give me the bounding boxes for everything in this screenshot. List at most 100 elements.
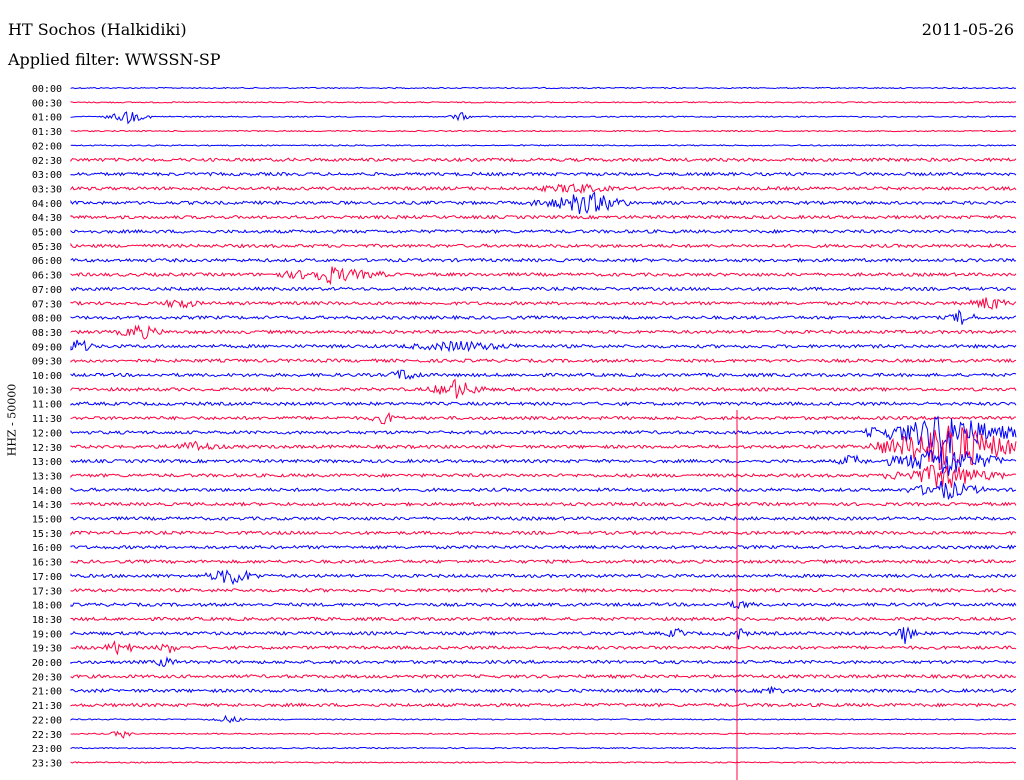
row-label-0000: 00:00: [32, 84, 62, 95]
trace-2130: [70, 702, 1017, 708]
trace-1400: [70, 480, 1017, 500]
row-label-1930: 19:30: [32, 644, 62, 655]
trace-1100: [70, 401, 1017, 407]
trace-1500: [70, 515, 1017, 521]
page-title: HT Sochos (Halkidiki): [8, 20, 187, 39]
row-label-0030: 00:30: [32, 98, 62, 109]
trace-1700: [70, 569, 1017, 586]
trace-1200: [70, 415, 1017, 454]
row-label-0300: 03:00: [32, 170, 62, 181]
row-label-1400: 14:00: [32, 486, 62, 497]
trace-0800: [70, 309, 1017, 325]
row-label-1300: 13:00: [32, 457, 62, 468]
row-label-0500: 05:00: [32, 228, 62, 239]
trace-0600: [70, 257, 1017, 263]
row-label-2100: 21:00: [32, 687, 62, 698]
row-label-1200: 12:00: [32, 428, 62, 439]
trace-1800: [70, 599, 1017, 610]
trace-0630: [70, 266, 1017, 286]
trace-2230: [70, 730, 1017, 739]
trace-1830: [70, 616, 1017, 622]
row-label-1830: 18:30: [32, 615, 62, 626]
row-label-1430: 14:30: [32, 500, 62, 511]
row-label-2230: 22:30: [32, 730, 62, 741]
row-label-0730: 07:30: [32, 299, 62, 310]
row-label-0400: 04:00: [32, 199, 62, 210]
row-label-1800: 18:00: [32, 601, 62, 612]
row-label-1330: 13:30: [32, 471, 62, 482]
trace-1600: [70, 544, 1017, 550]
row-label-1230: 12:30: [32, 443, 62, 454]
row-label-2130: 21:30: [32, 701, 62, 712]
row-label-0900: 09:00: [32, 342, 62, 353]
trace-0300: [70, 171, 1017, 177]
trace-0100: [70, 111, 1017, 125]
row-label-0930: 09:30: [32, 357, 62, 368]
row-label-0830: 08:30: [32, 328, 62, 339]
filter-label: Applied filter: WWSSN-SP: [8, 50, 221, 69]
trace-0200: [70, 144, 1017, 147]
row-label-2300: 23:00: [32, 744, 62, 755]
row-label-0700: 07:00: [32, 285, 62, 296]
trace-1030: [70, 378, 1017, 399]
row-label-0600: 06:00: [32, 256, 62, 267]
row-label-0230: 02:30: [32, 156, 62, 167]
row-label-0200: 02:00: [32, 141, 62, 152]
trace-0530: [70, 242, 1017, 249]
trace-1230: [70, 425, 1017, 471]
trace-1300: [70, 449, 1017, 476]
trace-1900: [70, 626, 1017, 644]
trace-0330: [70, 183, 1017, 195]
row-label-0800: 08:00: [32, 314, 62, 325]
trace-2000: [70, 656, 1017, 668]
row-label-0130: 01:30: [32, 127, 62, 138]
row-label-2200: 22:00: [32, 715, 62, 726]
row-label-0100: 01:00: [32, 113, 62, 124]
trace-1930: [70, 640, 1017, 656]
trace-1630: [70, 558, 1017, 565]
date-label: 2011-05-26: [921, 20, 1014, 39]
row-label-0630: 06:30: [32, 271, 62, 282]
trace-1730: [70, 587, 1017, 593]
trace-1530: [70, 530, 1017, 537]
trace-1330: [70, 464, 1017, 488]
trace-0700: [70, 286, 1017, 292]
trace-0500: [70, 228, 1017, 235]
trace-0030: [70, 101, 1017, 104]
trace-1130: [70, 411, 1017, 425]
row-label-1500: 15:00: [32, 515, 62, 526]
row-label-1130: 11:30: [32, 414, 62, 425]
trace-0430: [70, 214, 1017, 220]
trace-0130: [70, 129, 1017, 133]
trace-0900: [70, 339, 1017, 353]
trace-1000: [70, 369, 1017, 381]
trace-0730: [70, 297, 1017, 311]
trace-2030: [70, 673, 1017, 679]
trace-2300: [70, 746, 1017, 750]
trace-1430: [70, 501, 1017, 507]
row-label-1030: 10:30: [32, 385, 62, 396]
row-label-1530: 15:30: [32, 529, 62, 540]
trace-0400: [70, 191, 1017, 215]
trace-2200: [70, 714, 1017, 724]
trace-0830: [70, 324, 1017, 340]
row-label-0530: 05:30: [32, 242, 62, 253]
row-label-1600: 16:00: [32, 543, 62, 554]
row-label-1900: 19:00: [32, 629, 62, 640]
row-label-2000: 20:00: [32, 658, 62, 669]
trace-0930: [70, 358, 1017, 364]
row-label-0330: 03:30: [32, 184, 62, 195]
trace-0230: [70, 157, 1017, 163]
row-label-1630: 16:30: [32, 558, 62, 569]
row-label-2330: 23:30: [32, 758, 62, 769]
row-label-1730: 17:30: [32, 586, 62, 597]
row-label-0430: 04:30: [32, 213, 62, 224]
trace-2100: [70, 686, 1017, 694]
row-label-1700: 17:00: [32, 572, 62, 583]
trace-0000: [70, 86, 1017, 90]
row-label-1100: 11:00: [32, 400, 62, 411]
row-label-1000: 10:00: [32, 371, 62, 382]
trace-2330: [70, 761, 1017, 764]
row-label-2030: 20:30: [32, 672, 62, 683]
